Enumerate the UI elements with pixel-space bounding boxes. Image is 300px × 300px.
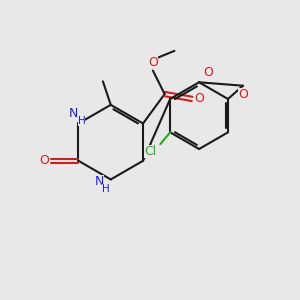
Text: N: N xyxy=(94,175,104,188)
Text: O: O xyxy=(203,66,213,79)
Text: H: H xyxy=(77,116,85,126)
Text: N: N xyxy=(69,107,78,120)
Text: H: H xyxy=(102,184,110,194)
Text: O: O xyxy=(39,154,49,167)
Text: O: O xyxy=(238,88,247,100)
Text: Cl: Cl xyxy=(144,146,157,158)
Text: O: O xyxy=(194,92,204,106)
Text: O: O xyxy=(148,56,158,69)
